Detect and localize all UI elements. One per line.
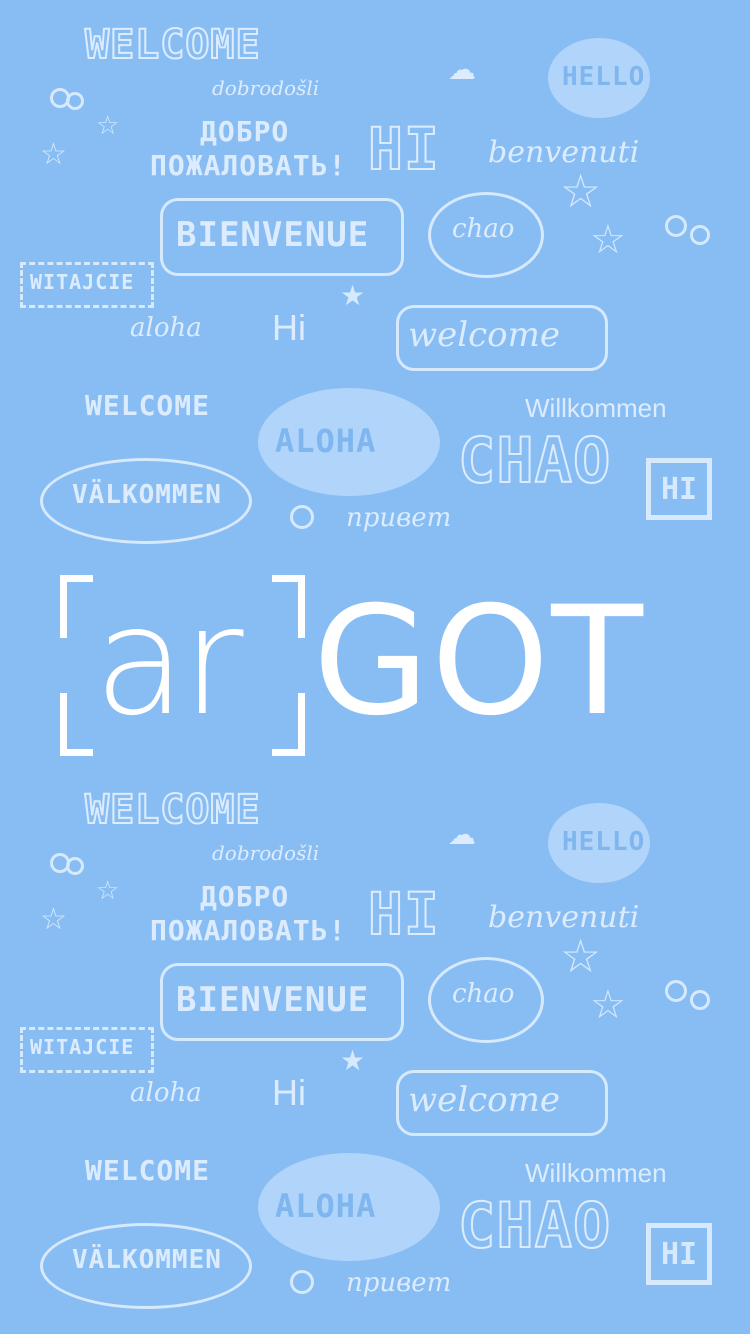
speech-box-icon: [160, 963, 404, 1041]
doodle-willkommen: Willkommen: [525, 1158, 667, 1188]
star-icon: ☆: [40, 903, 67, 936]
flower-icon: [665, 980, 687, 1002]
doodle-chao-small: chao: [452, 214, 515, 244]
star-icon: ★: [340, 280, 366, 311]
doodle-witajcie: WITAJCIE: [30, 1035, 135, 1059]
aloha-bubble-icon: [258, 1153, 440, 1261]
speech-bubble-icon: [548, 38, 650, 118]
doodle-aloha-small: aloha: [130, 1078, 202, 1108]
flower-icon: [66, 92, 84, 110]
cloud-outline-icon: [428, 957, 544, 1043]
doodle-valkommen: VÄLKOMMEN: [72, 480, 222, 510]
star-icon: ☆: [560, 930, 602, 982]
bracket-top-left: [60, 575, 93, 638]
cloud-icon: ☁: [448, 36, 477, 90]
doodle-welcome-box: welcome: [408, 1080, 560, 1120]
bracket-top-right: [272, 575, 305, 638]
doodle-hello: HELLO: [562, 827, 646, 857]
doodle-welcome: WELCOME: [84, 787, 261, 833]
doodle-witajcie: WITAJCIE: [30, 270, 135, 294]
app-logo: ar GOT: [58, 575, 718, 756]
doodle-benvenuti: benvenuti: [488, 900, 640, 935]
bubble-icon: [290, 505, 314, 529]
star-icon: ☆: [96, 875, 120, 905]
witajcie-box-icon: [20, 262, 154, 308]
flower-icon: [665, 215, 687, 237]
hi-box-icon: HI: [646, 1223, 712, 1285]
doodle-dobro-line1: ДОБРО: [200, 115, 290, 148]
doodle-hi-block: HI: [367, 115, 440, 183]
doodle-hi-block: HI: [367, 880, 440, 948]
doodle-willkommen: Willkommen: [525, 393, 667, 423]
star-icon: ☆: [96, 110, 120, 140]
witajcie-box-icon: [20, 1027, 154, 1073]
cloud-outline-icon: [428, 192, 544, 278]
bracket-bottom-left: [60, 693, 93, 756]
star-icon: ☆: [40, 138, 67, 171]
doodle-welcome: WELCOME: [84, 22, 261, 68]
doodle-welcome-2: WELCOME: [85, 1154, 211, 1187]
doodle-welcome-2: WELCOME: [85, 389, 211, 422]
aloha-bubble-icon: [258, 388, 440, 496]
flower-icon: [690, 225, 710, 245]
doodle-hi-rays: Hi: [272, 307, 306, 348]
welcome-box-icon: [396, 1070, 608, 1136]
doodle-valkommen: VÄLKOMMEN: [72, 1245, 222, 1275]
speech-box-icon: [160, 198, 404, 276]
doodle-bienvenue: BIENVENUE: [176, 215, 370, 255]
doodle-benvenuti: benvenuti: [488, 135, 640, 170]
doodle-dobro-line1: ДОБРО: [200, 880, 290, 913]
doodle-aloha-bubble: ALOHA: [275, 1187, 377, 1225]
doodle-background-top: WELCOME dobrodošli HELLO ☁ ДОБРО ПОЖАЛОВ…: [0, 0, 750, 560]
doodle-aloha-small: aloha: [130, 313, 202, 343]
doodle-dobrodosli: dobrodošli: [212, 76, 320, 100]
speech-bubble-icon: [548, 803, 650, 883]
valkommen-oval-icon: [40, 458, 252, 544]
doodle-background-bottom: WELCOME dobrodošli HELLO ☁ ДОБРО ПОЖАЛОВ…: [0, 765, 750, 1325]
doodle-privet: привет: [346, 503, 452, 533]
bubble-icon: [290, 1270, 314, 1294]
flower-icon: [66, 857, 84, 875]
star-icon: ★: [340, 1045, 366, 1076]
logo-text: GOT: [313, 575, 645, 749]
star-icon: ☆: [560, 165, 602, 217]
star-icon: ☆: [590, 218, 626, 262]
welcome-box-icon: [396, 305, 608, 371]
hi-box-icon: HI: [646, 458, 712, 520]
doodle-hello: HELLO: [562, 62, 646, 92]
doodle-chao-big: CHAO: [457, 1189, 612, 1262]
doodle-hi-rays: Hi: [272, 1072, 306, 1113]
logo-bracket-text: ar: [94, 575, 244, 749]
doodle-hi-box: HI: [660, 471, 698, 507]
doodle-privet: привет: [346, 1268, 452, 1298]
bracket-bottom-right: [272, 693, 305, 756]
doodle-chao-small: chao: [452, 979, 515, 1009]
valkommen-oval-icon: [40, 1223, 252, 1309]
doodle-dobro-line2: ПОЖАЛОВАТЬ!: [150, 914, 347, 947]
doodle-aloha-bubble: ALOHA: [275, 422, 377, 460]
flower-icon: [690, 990, 710, 1010]
star-icon: ☆: [590, 983, 626, 1027]
doodle-dobro-line2: ПОЖАЛОВАТЬ!: [150, 149, 347, 182]
doodle-bienvenue: BIENVENUE: [176, 980, 370, 1020]
doodle-chao-big: CHAO: [457, 424, 612, 497]
doodle-dobrodosli: dobrodošli: [212, 841, 320, 865]
doodle-welcome-box: welcome: [408, 315, 560, 355]
cloud-icon: ☁: [448, 801, 477, 855]
doodle-hi-box: HI: [660, 1236, 698, 1272]
